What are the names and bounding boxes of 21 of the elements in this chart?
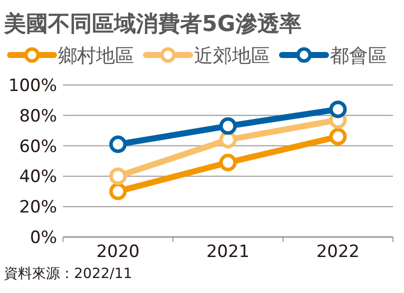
y-tick-label: 80% bbox=[19, 106, 57, 126]
legend-label: 近郊地區 bbox=[194, 45, 270, 67]
y-tick-label: 100% bbox=[8, 76, 57, 96]
chart-title: 美國不同區域消費者5G滲透率 bbox=[3, 11, 302, 37]
point bbox=[329, 100, 347, 118]
legend-label: 鄉村地區 bbox=[58, 45, 134, 67]
point bbox=[109, 167, 127, 185]
x-tick-label: 2021 bbox=[206, 242, 250, 262]
point bbox=[219, 154, 237, 172]
source-note: 資料來源：2022/11 bbox=[4, 266, 132, 282]
y-tick-label: 40% bbox=[19, 167, 57, 188]
point bbox=[109, 136, 127, 154]
point bbox=[219, 117, 237, 135]
x-tick-label: 2022 bbox=[316, 242, 360, 262]
x-tick-label: 2020 bbox=[96, 242, 140, 262]
point bbox=[329, 128, 347, 146]
y-tick-label: 60% bbox=[19, 136, 57, 157]
y-tick-label: 0% bbox=[30, 228, 57, 248]
point bbox=[109, 182, 127, 200]
legend-label: 都會區 bbox=[330, 45, 387, 67]
y-tick-label: 20% bbox=[19, 198, 57, 218]
